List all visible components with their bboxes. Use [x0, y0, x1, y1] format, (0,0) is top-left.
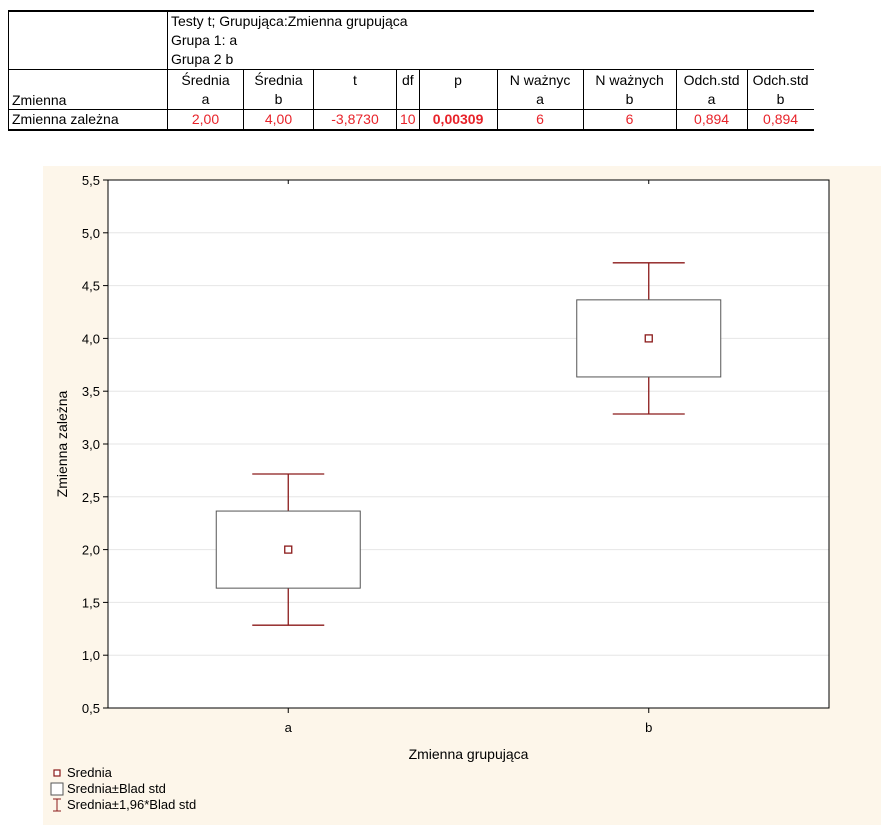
x-tick-label: b	[645, 720, 652, 735]
box-icon	[50, 782, 64, 796]
chart-area: 0,5 1,0 1,5 2,0 2,5 3,0 3,5 4,0 4,5 5,0 5,5 a b Zmien…	[43, 166, 881, 825]
legend-label: Srednia±Blad std	[67, 781, 166, 796]
cell-t: -3,8730	[313, 109, 397, 131]
results-table: Testy t; Grupująca:Zmienna grupująca Gru…	[8, 10, 814, 131]
legend: Srednia Srednia±Blad std Srednia±1,96*Bl…	[50, 765, 196, 813]
row-label: Zmienna zależna	[8, 109, 168, 131]
cell-sd-a: 0,894	[675, 109, 748, 131]
y-tick-label: 0,5	[82, 701, 100, 716]
table-header-line-2: Grupa 1: a	[166, 31, 814, 50]
column-header: t	[313, 69, 397, 90]
column-subheader: a	[167, 90, 244, 110]
column-header: N ważnyc	[496, 69, 584, 90]
y-axis-title: Zmienna zależna	[54, 390, 70, 497]
legend-item-mean: Srednia	[50, 765, 196, 781]
column-header: Średnia	[243, 69, 314, 90]
error-bar-icon	[50, 798, 64, 812]
legend-item-whisker: Srednia±1,96*Blad std	[50, 797, 196, 813]
y-tick-label: 1,5	[82, 595, 100, 610]
column-header: N ważnych	[582, 69, 677, 90]
cell-mean-a: 2,00	[167, 109, 244, 131]
y-tick-label: 2,0	[82, 543, 100, 558]
box-plot: 0,5 1,0 1,5 2,0 2,5 3,0 3,5 4,0 4,5 5,0 5,5 a b Zmien…	[54, 173, 830, 762]
cell-mean-b: 4,00	[243, 109, 314, 131]
column-header: Średnia	[167, 69, 244, 90]
y-tick-label: 5,0	[82, 226, 100, 241]
cell-sd-b: 0,894	[746, 109, 814, 131]
variable-column-header: Zmienna	[8, 69, 168, 110]
small-square-icon	[50, 768, 64, 778]
table-row: Zmienna zależna 2,00 4,00 -3,8730 10 0,0…	[8, 109, 814, 131]
mean-marker	[644, 334, 653, 343]
plot-frame	[107, 179, 830, 709]
y-tick-label: 4,5	[82, 279, 100, 294]
x-tick-label: a	[285, 720, 293, 735]
column-subheader	[418, 90, 498, 110]
cell-n-b: 6	[582, 109, 677, 131]
y-tick-label: 1,0	[82, 648, 100, 663]
table-corner	[8, 10, 168, 70]
column-header: Odch.std	[675, 69, 748, 90]
legend-label: Srednia	[67, 765, 112, 780]
y-tick-label: 5,5	[82, 173, 100, 188]
cell-n-a: 6	[496, 109, 584, 131]
y-tick-label: 3,5	[82, 384, 100, 399]
column-subheader: b	[243, 90, 314, 110]
table-header-line-1: Testy t; Grupująca:Zmienna grupująca	[166, 10, 814, 31]
column-subheader	[396, 90, 420, 110]
y-tick-label: 4,0	[82, 331, 100, 346]
column-subheader: a	[675, 90, 748, 110]
column-subheader: a	[496, 90, 584, 110]
column-header: p	[418, 69, 498, 90]
y-tick-label: 2,5	[82, 490, 100, 505]
y-tick-label: 3,0	[82, 437, 100, 452]
cell-p: 0,00309	[418, 109, 498, 131]
legend-label: Srednia±1,96*Blad std	[67, 797, 197, 812]
cell-df: 10	[396, 109, 420, 131]
column-subheader: b	[746, 90, 814, 110]
x-axis-title: Zmienna grupująca	[409, 746, 529, 762]
legend-item-box: Srednia±Blad std	[50, 781, 196, 797]
column-subheader	[313, 90, 397, 110]
column-header: df	[396, 69, 420, 90]
table-header-line-3: Grupa 2 b	[166, 50, 814, 70]
column-subheader: b	[582, 90, 677, 110]
column-header: Odch.std	[746, 69, 814, 90]
mean-marker	[284, 545, 293, 554]
